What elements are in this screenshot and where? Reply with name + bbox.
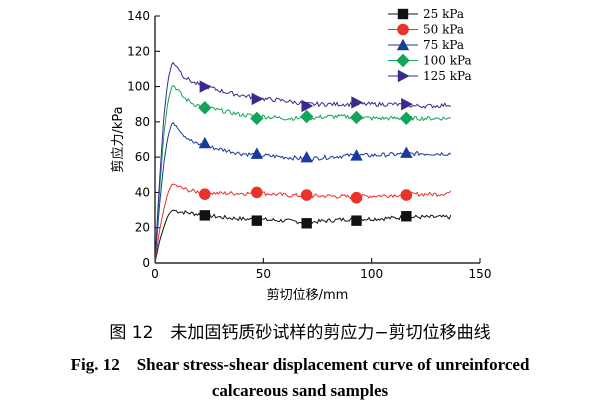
y-tick-label: 60 [135, 150, 150, 164]
x-tick-label: 50 [256, 267, 271, 281]
data-point-50-kpa [251, 186, 263, 199]
legend-label-25-kpa: 25 kPa [423, 7, 464, 21]
legend-marker-100-kpa [396, 53, 410, 68]
x-tick-label: 150 [469, 267, 492, 281]
data-point-50-kpa [199, 188, 211, 200]
legend-marker-50-kpa [397, 23, 409, 36]
data-point-50-kpa [400, 189, 413, 201]
legend-marker-25-kpa [397, 8, 409, 20]
data-point-75-kpa [400, 146, 413, 158]
data-point-100-kpa [349, 110, 364, 125]
data-point-25-kpa [301, 218, 312, 229]
data-point-125-kpa [351, 96, 364, 109]
legend-label-50-kpa: 50 kPa [423, 23, 464, 37]
data-point-75-kpa [250, 147, 264, 159]
data-point-50-kpa [300, 189, 313, 201]
legend-marker-125-kpa [397, 69, 410, 83]
data-point-25-kpa [401, 211, 412, 222]
data-point-75-kpa [300, 150, 313, 163]
y-tick-label: 100 [127, 80, 150, 94]
data-point-75-kpa [198, 136, 212, 149]
x-tick-label: 0 [151, 267, 159, 281]
legend-label-125-kpa: 125 kPa [423, 69, 472, 83]
series-line-125-kpa [154, 61, 451, 264]
data-point-125-kpa [401, 98, 414, 111]
data-point-125-kpa [199, 80, 212, 93]
data-point-125-kpa [251, 92, 264, 106]
legend-marker-75-kpa [396, 38, 410, 51]
y-tick-label: 80 [135, 115, 150, 129]
data-point-100-kpa [250, 111, 264, 126]
shear-stress-chart: 0 50 100 150 0 20 40 60 80 100 120 140 剪切位移/mm 剪应力/kP… [110, 7, 492, 303]
data-point-125-kpa [301, 99, 314, 113]
legend-label-100-kpa: 100 kPa [423, 54, 472, 68]
data-point-25-kpa [251, 215, 263, 226]
y-axis-title: 剪应力/kPa [110, 106, 126, 172]
figure-caption-english-line2: calcareous sand samples [211, 381, 389, 400]
legend-label-75-kpa: 75 kPa [423, 38, 464, 52]
x-tick-label: 100 [360, 267, 383, 281]
data-point-50-kpa [350, 191, 363, 204]
data-point-100-kpa [299, 109, 314, 124]
y-tick-label: 140 [127, 9, 150, 23]
y-tick-label: 40 [135, 185, 150, 199]
data-point-25-kpa [199, 210, 211, 221]
figure-caption-chinese: 图 12 未加固钙质砂试样的剪应力−剪切位移曲线 [109, 323, 491, 343]
figure-caption-english-line1: Fig. 12 Shear stress-shear displacement … [70, 355, 530, 374]
y-tick-label: 120 [127, 44, 150, 58]
y-tick-label: 0 [142, 256, 150, 270]
data-point-100-kpa [399, 111, 414, 126]
data-point-75-kpa [350, 149, 363, 161]
data-point-25-kpa [351, 215, 362, 226]
x-axis-title: 剪切位移/mm [267, 287, 349, 303]
y-tick-label: 20 [135, 221, 150, 235]
data-point-100-kpa [198, 101, 212, 115]
